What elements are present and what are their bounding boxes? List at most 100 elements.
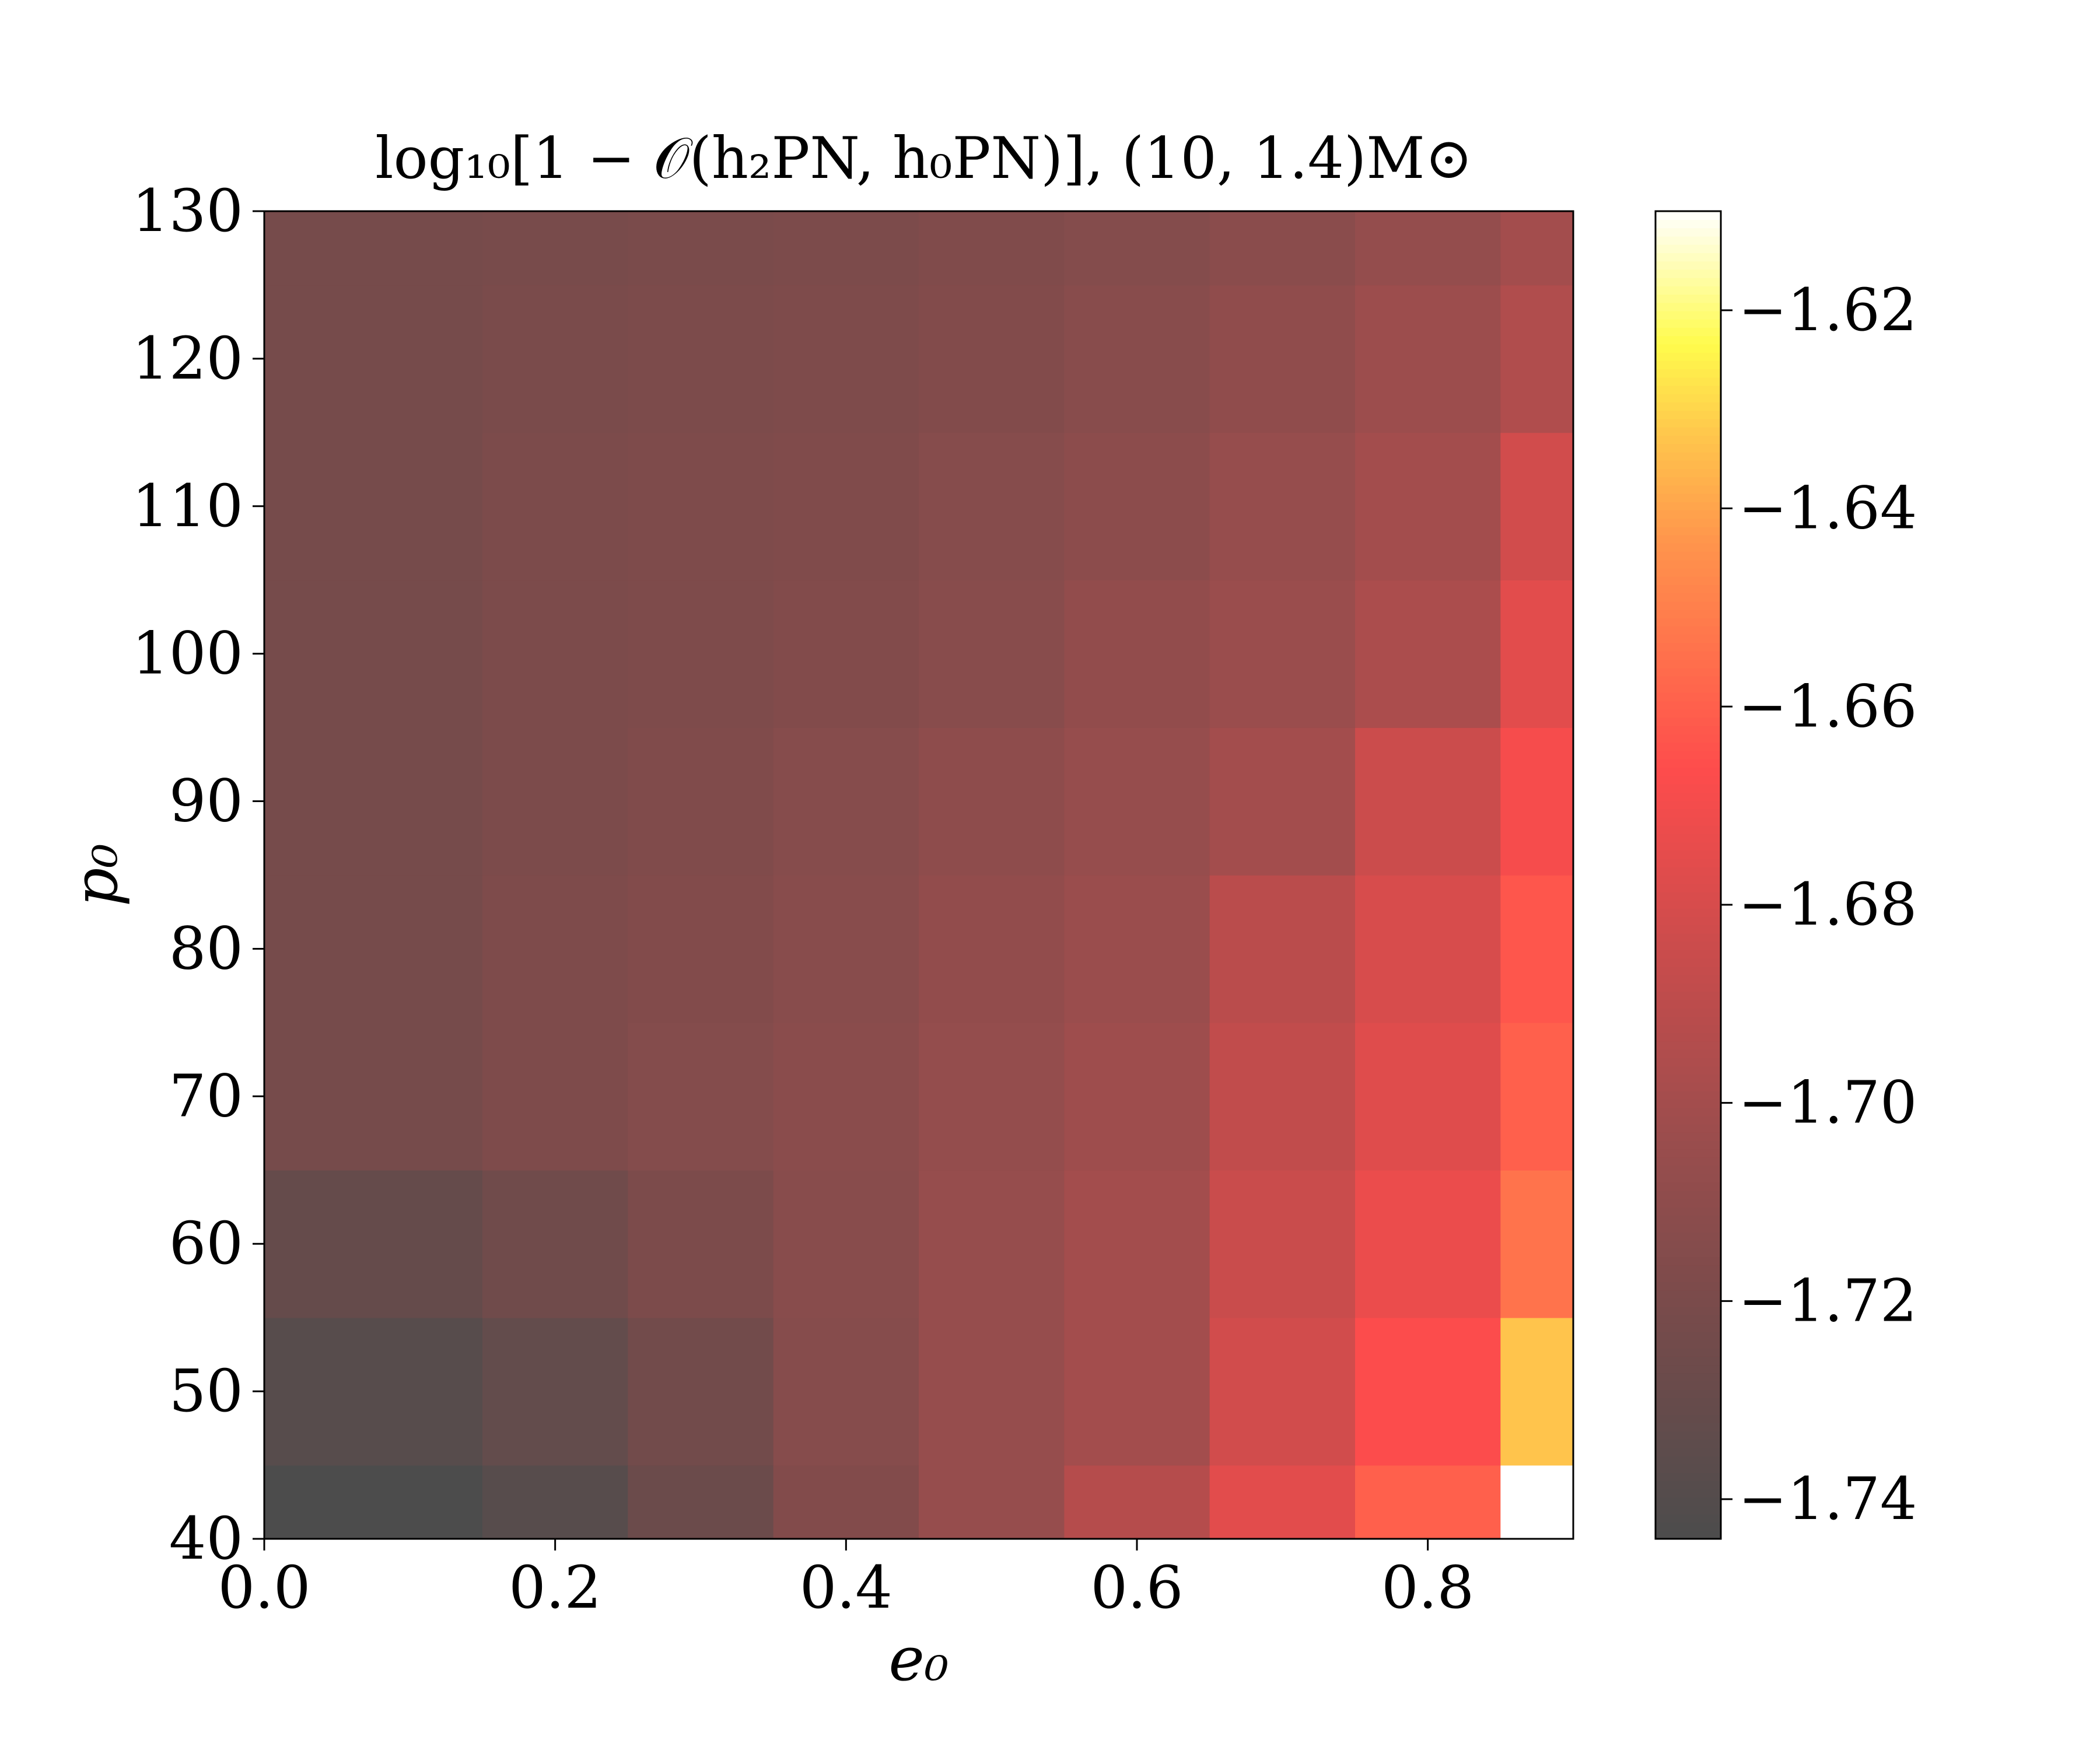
colorbar-band: [1656, 510, 1721, 519]
colorbar-tick-label: −1.62: [1738, 276, 1917, 344]
colorbar-band: [1656, 717, 1721, 726]
heatmap-cell: [264, 1170, 338, 1318]
heatmap-cell: [773, 432, 919, 581]
heatmap-cell: [1355, 285, 1502, 433]
colorbar-band: [1656, 543, 1721, 552]
colorbar-band: [1656, 1489, 1721, 1498]
colorbar-band: [1656, 858, 1721, 867]
heatmap-cell: [773, 1170, 919, 1318]
colorbar-band: [1656, 883, 1721, 892]
heatmap-cell: [1209, 1022, 1356, 1171]
heatmap-cell: [482, 211, 629, 286]
heatmap-cell: [1064, 1170, 1210, 1318]
heatmap-cell: [1500, 727, 1574, 876]
heatmap-cell: [1500, 1170, 1574, 1318]
colorbar-band: [1656, 526, 1721, 536]
colorbar-band: [1656, 1082, 1721, 1091]
colorbar-band: [1656, 253, 1721, 262]
colorbar-band: [1656, 900, 1721, 909]
colorbar-band: [1656, 783, 1721, 793]
colorbar-band: [1656, 1090, 1721, 1100]
colorbar-band: [1656, 1041, 1721, 1050]
heatmap-cell: [337, 727, 483, 876]
heatmap-cell: [264, 1317, 338, 1466]
heatmap-cell: [264, 1465, 338, 1539]
colorbar-band: [1656, 1364, 1721, 1374]
heatmap-cell: [1355, 1022, 1502, 1171]
colorbar-band: [1656, 369, 1721, 378]
colorbar-tick-label: −1.68: [1738, 870, 1917, 939]
colorbar-band: [1656, 1464, 1721, 1473]
colorbar-band: [1656, 1074, 1721, 1083]
colorbar-band: [1656, 1149, 1721, 1158]
heatmap-cell: [919, 1465, 1065, 1539]
heatmap-cell: [919, 580, 1065, 728]
colorbar-band: [1656, 908, 1721, 917]
colorbar-band: [1656, 1373, 1721, 1382]
heatmap-cell: [1064, 1465, 1210, 1539]
colorbar-band: [1656, 1066, 1721, 1075]
heatmap-cell: [337, 580, 483, 728]
heatmap-cell: [919, 1170, 1065, 1318]
colorbar-band: [1656, 1248, 1721, 1258]
colorbar-frame: [1654, 210, 1722, 1540]
heatmap-cell: [337, 1170, 483, 1318]
x-tick-label: 0.0: [218, 1553, 310, 1622]
y-tick-label: 100: [132, 620, 243, 688]
heatmap-cell: [773, 1022, 919, 1171]
colorbar-band: [1656, 684, 1721, 693]
colorbar-band: [1656, 1389, 1721, 1398]
x-axis-ticks: 0.0 0.2 0.4 0.6 0.8: [218, 1539, 1474, 1622]
colorbar-band: [1656, 999, 1721, 1009]
colorbar-band: [1656, 1174, 1721, 1183]
colorbar-band: [1656, 1447, 1721, 1457]
heatmap-cell: [482, 1465, 629, 1539]
colorbar-band: [1656, 775, 1721, 785]
heatmap-cell: [1064, 285, 1210, 433]
plot-frame: [263, 210, 1574, 1540]
colorbar-band: [1656, 1140, 1721, 1150]
heatmap-cell: [1209, 1170, 1356, 1318]
heatmap-cell: [1500, 1317, 1574, 1466]
heatmap-cell: [264, 580, 338, 728]
colorbar-band: [1656, 1455, 1721, 1465]
colorbar-band: [1656, 1422, 1721, 1432]
colorbar-band: [1656, 418, 1721, 428]
heatmap-cell: [1355, 432, 1502, 581]
colorbar-band: [1656, 1414, 1721, 1423]
colorbar-band: [1656, 236, 1721, 245]
heatmap-cell: [628, 1465, 774, 1539]
colorbar-band: [1656, 982, 1721, 992]
colorbar-band: [1656, 1024, 1721, 1034]
heatmap-cell: [1500, 432, 1574, 581]
colorbar-band: [1656, 974, 1721, 984]
heatmap-cell: [628, 1022, 774, 1171]
colorbar-band: [1656, 734, 1721, 743]
heatmap-cell: [919, 1317, 1065, 1466]
heatmap-cell: [337, 875, 483, 1023]
colorbar-tick-label: −1.72: [1738, 1266, 1917, 1335]
heatmap-cell: [337, 432, 483, 581]
colorbar-band: [1656, 493, 1721, 502]
y-tick-label: 90: [169, 767, 243, 835]
colorbar-band: [1656, 559, 1721, 569]
colorbar-band: [1656, 1282, 1721, 1291]
colorbar-band: [1656, 393, 1721, 402]
x-tick-label: 0.2: [509, 1553, 601, 1622]
colorbar-band: [1656, 1223, 1721, 1233]
colorbar-band: [1656, 1530, 1721, 1539]
heatmap-cell: [264, 727, 338, 876]
heatmap-cell: [1355, 875, 1502, 1023]
heatmap-cell: [773, 211, 919, 286]
heatmap-cell: [773, 285, 919, 433]
colorbar-band: [1656, 1182, 1721, 1191]
heatmap-cell: [773, 1465, 919, 1539]
heatmap-cell: [482, 580, 629, 728]
colorbar-band: [1656, 709, 1721, 718]
colorbar-band: [1656, 758, 1721, 768]
colorbar-band: [1656, 817, 1721, 826]
colorbar-band: [1656, 1348, 1721, 1357]
heatmap-cell: [773, 1317, 919, 1466]
colorbar-band: [1656, 261, 1721, 270]
